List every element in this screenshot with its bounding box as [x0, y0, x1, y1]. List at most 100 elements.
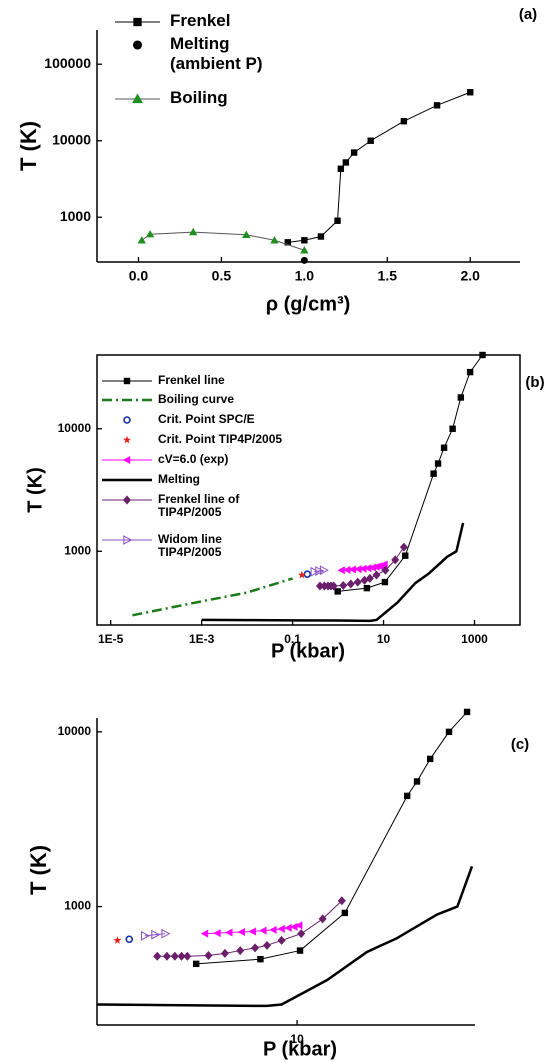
series	[337, 560, 388, 575]
legend-label: Boiling curve	[158, 391, 235, 406]
marker	[259, 926, 267, 935]
marker	[192, 960, 200, 968]
x-tick-label: 1E-5	[98, 632, 124, 646]
series	[315, 542, 408, 591]
legend-label: cV=6.0 (exp)	[158, 451, 229, 466]
series	[113, 936, 122, 944]
series	[192, 708, 471, 968]
marker	[132, 93, 143, 104]
legend-entry	[102, 377, 152, 385]
series-line	[196, 711, 468, 965]
marker	[337, 165, 345, 172]
marker	[381, 565, 390, 575]
series	[125, 935, 134, 944]
marker	[317, 233, 325, 240]
x-tick-label: 1.5	[378, 268, 398, 284]
legend-entry	[123, 416, 131, 424]
legend-entry	[115, 93, 160, 104]
marker	[346, 579, 355, 589]
series	[153, 896, 346, 961]
marker	[162, 951, 171, 961]
series	[284, 89, 474, 246]
series	[200, 921, 303, 938]
marker	[430, 470, 437, 477]
x-tick-label: 1E-3	[189, 632, 215, 646]
marker	[123, 435, 131, 444]
marker	[237, 928, 245, 937]
marker	[269, 925, 277, 934]
legend-entry	[102, 495, 152, 505]
marker	[123, 377, 131, 385]
marker	[137, 236, 146, 244]
legend-entry	[102, 456, 152, 464]
marker	[341, 909, 349, 917]
y-tick-label: 1000	[64, 543, 91, 557]
marker	[466, 368, 474, 376]
marker	[310, 566, 320, 577]
marker	[457, 394, 465, 401]
x-axis-label: P (kbar)	[263, 1038, 337, 1060]
y-axis-label: T (K)	[16, 121, 41, 171]
marker	[284, 923, 292, 932]
x-tick-label: 10	[377, 632, 391, 646]
y-tick-label: 100000	[44, 55, 91, 71]
x-tick-label: 0.5	[212, 268, 232, 284]
marker	[381, 578, 389, 586]
marker	[372, 570, 381, 580]
marker	[334, 588, 341, 595]
marker	[342, 159, 350, 166]
series	[201, 522, 465, 623]
marker	[403, 792, 411, 800]
series	[132, 577, 293, 617]
marker	[123, 535, 133, 545]
legend-label: Melting (ambient P)	[170, 34, 263, 73]
series-line	[141, 231, 305, 251]
series	[141, 928, 171, 941]
x-axis-label: ρ (g/cm³)	[266, 293, 351, 315]
marker	[295, 921, 303, 930]
marker	[400, 117, 408, 125]
marker	[257, 955, 264, 963]
series	[310, 565, 329, 577]
marker	[251, 943, 260, 953]
marker	[479, 351, 486, 359]
marker	[262, 940, 271, 950]
marker	[242, 230, 251, 238]
marker	[204, 950, 213, 960]
marker	[463, 708, 471, 716]
marker	[183, 951, 192, 961]
x-tick-label: 2.0	[461, 268, 481, 284]
marker	[413, 778, 421, 785]
y-tick-label: 10000	[52, 131, 91, 147]
marker	[141, 930, 150, 941]
marker	[170, 951, 179, 961]
marker	[220, 948, 229, 958]
marker	[364, 564, 372, 573]
y-axis-label: T (K)	[24, 467, 46, 513]
marker	[434, 460, 442, 467]
series	[300, 256, 308, 264]
y-tick-label: 1000	[60, 208, 91, 224]
series-line	[132, 577, 293, 617]
marker	[353, 577, 362, 587]
series-line	[201, 522, 465, 623]
x-axis-label: P (kbar)	[271, 640, 345, 662]
marker	[363, 584, 371, 592]
marker	[337, 896, 346, 906]
marker	[284, 239, 291, 246]
marker	[125, 935, 134, 944]
marker	[113, 936, 122, 944]
series	[137, 227, 309, 254]
x-tick-label: 0.0	[129, 268, 149, 284]
marker	[277, 935, 286, 945]
marker	[145, 230, 155, 238]
marker	[354, 565, 362, 574]
legend-label: Melting	[158, 471, 200, 486]
marker	[315, 581, 324, 591]
marker	[337, 566, 345, 575]
marker	[290, 922, 298, 931]
series-line	[96, 865, 474, 1008]
panel-label: (c)	[511, 736, 529, 753]
legend-label: Widom line TIP4P/2005	[158, 531, 222, 560]
